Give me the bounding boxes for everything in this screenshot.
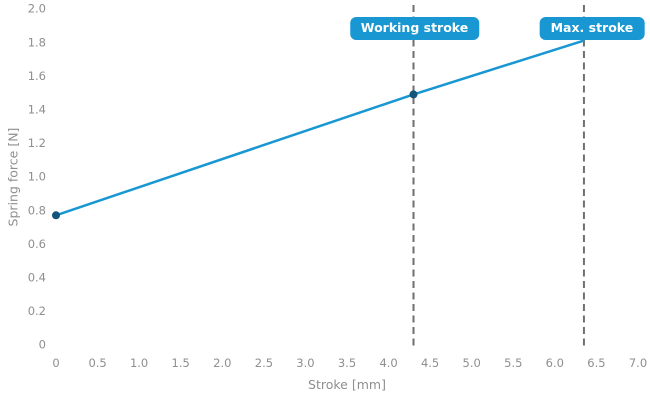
y-tick-label: 1.8: [28, 35, 46, 49]
spring-force-marker-1: [409, 90, 418, 99]
y-axis-title: Spring force [N]: [5, 127, 21, 227]
max-stroke-callout: Max. stroke: [539, 17, 645, 40]
x-tick-label: 0.5: [88, 356, 106, 370]
x-tick-label: 1.0: [130, 356, 148, 370]
y-tick-label: 0.2: [28, 304, 46, 318]
x-tick-label: 4.5: [421, 356, 439, 370]
x-tick-label: 2.0: [213, 356, 231, 370]
x-tick-label: 0: [52, 356, 59, 370]
y-tick-label: 0.6: [28, 237, 46, 251]
y-tick-label: 0.4: [28, 271, 46, 285]
y-tick-label: 1.0: [28, 170, 46, 184]
spring-force-marker-0: [52, 211, 60, 220]
x-tick-label: 1.5: [172, 356, 190, 370]
x-tick-label: 6.5: [587, 356, 605, 370]
y-tick-label: 0.8: [28, 203, 46, 217]
x-tick-label: 5.5: [504, 356, 522, 370]
spring-force-line: [55, 39, 585, 217]
y-tick-label: 1.4: [28, 103, 46, 117]
y-tick-label: 0: [39, 338, 46, 352]
x-tick-label: 3.0: [296, 356, 314, 370]
working-stroke-callout: Working stroke: [349, 17, 480, 40]
x-tick-label: 7.0: [629, 356, 647, 370]
x-tick-label: 4.0: [379, 356, 397, 370]
x-tick-label: 2.5: [255, 356, 273, 370]
x-tick-label: 6.0: [546, 356, 564, 370]
y-tick-label: 1.2: [28, 136, 46, 150]
x-tick-label: 5.0: [463, 356, 481, 370]
x-axis-title: Stroke [mm]: [308, 377, 386, 392]
x-tick-label: 3.5: [338, 356, 356, 370]
y-tick-label: 2.0: [28, 2, 46, 16]
max-stroke-callout-text: Max. stroke: [550, 20, 634, 35]
y-tick-label: 1.6: [28, 69, 46, 83]
working-stroke-callout-text: Working stroke: [360, 20, 469, 35]
